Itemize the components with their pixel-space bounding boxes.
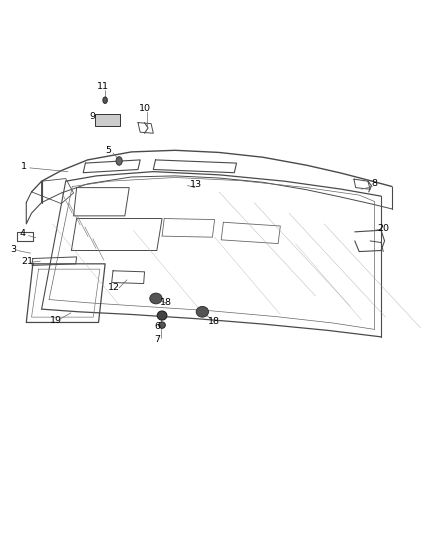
Text: 7: 7 [155, 335, 161, 344]
Text: 6: 6 [155, 322, 161, 330]
FancyBboxPatch shape [95, 114, 120, 126]
Text: 20: 20 [377, 224, 389, 232]
Text: 21: 21 [21, 257, 33, 265]
Text: 11: 11 [97, 82, 109, 91]
Text: 5: 5 [106, 146, 112, 155]
Text: 4: 4 [20, 229, 26, 238]
Text: 18: 18 [159, 298, 172, 306]
Text: 1: 1 [21, 162, 27, 171]
Ellipse shape [196, 306, 208, 317]
Text: 3: 3 [10, 245, 16, 254]
Ellipse shape [116, 157, 122, 165]
Ellipse shape [150, 293, 162, 304]
Text: 13: 13 [190, 180, 202, 189]
Ellipse shape [103, 97, 107, 103]
Text: 12: 12 [108, 284, 120, 292]
Ellipse shape [159, 322, 166, 328]
Text: 18: 18 [208, 318, 220, 326]
Text: 9: 9 [89, 112, 95, 120]
Text: 8: 8 [371, 179, 378, 188]
Ellipse shape [157, 311, 167, 320]
Text: 19: 19 [50, 317, 62, 325]
Text: 10: 10 [138, 104, 151, 112]
